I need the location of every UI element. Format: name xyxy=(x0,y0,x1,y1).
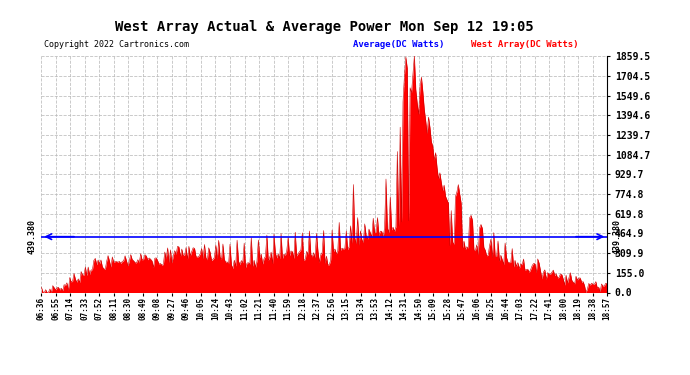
Title: West Array Actual & Average Power Mon Sep 12 19:05: West Array Actual & Average Power Mon Se… xyxy=(115,20,533,34)
Text: Average(DC Watts): Average(DC Watts) xyxy=(353,40,444,49)
Text: 439.380: 439.380 xyxy=(613,219,622,254)
Text: West Array(DC Watts): West Array(DC Watts) xyxy=(471,40,579,49)
Text: Copyright 2022 Cartronics.com: Copyright 2022 Cartronics.com xyxy=(44,40,189,49)
Text: 439.380: 439.380 xyxy=(28,219,37,254)
